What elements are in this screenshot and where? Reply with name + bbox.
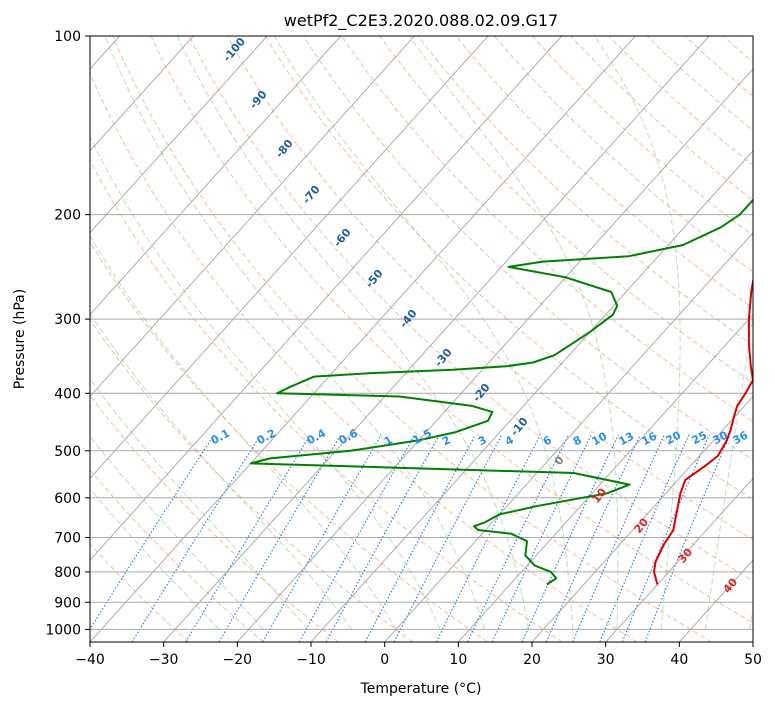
plot-frame (89, 35, 754, 643)
isotherm (90, 36, 489, 480)
isotherm (310, 150, 753, 642)
mixing-ratio-label: 13 (617, 430, 637, 449)
mixing-ratio-line (364, 434, 476, 642)
chart-title: wetPf2_C2E3.2020.088.02.09.G17 (284, 11, 558, 31)
dry-adiabat (303, 36, 753, 461)
x-tick-label: 30 (597, 652, 615, 668)
isotherm (90, 36, 415, 398)
x-tick-label: −40 (75, 652, 105, 668)
dry-adiabat (112, 36, 712, 642)
mixing-ratio-label: 25 (690, 429, 710, 448)
dry-adiabat (188, 36, 753, 582)
y-tick-label: 1000 (45, 622, 81, 638)
dry-adiabat (379, 36, 753, 384)
moist-adiabat (408, 36, 619, 630)
mixing-ratio-line (521, 434, 619, 642)
mixing-ratio-label: 30 (711, 428, 731, 447)
temperature-line (653, 275, 753, 585)
y-axis-label: Pressure (hPa) (12, 289, 28, 389)
mixing-ratio-line (621, 434, 710, 642)
isotherm (457, 313, 753, 642)
isotherm (605, 477, 753, 642)
isotherm (236, 68, 753, 642)
x-tick-label: 0 (380, 652, 389, 668)
dewpoint-line (249, 198, 753, 586)
moist-adiabat (104, 36, 485, 630)
dry-adiabat (264, 36, 753, 500)
isotherm (384, 232, 753, 642)
axes: −40 −30 −20 −10 0 10 20 30 40 50 100 200 300 400 500 60… (45, 29, 762, 668)
dry-adiabat (570, 36, 753, 201)
isotherm (90, 36, 194, 152)
y-tick-label: 500 (54, 444, 81, 460)
mixing-ratio-line (131, 434, 261, 642)
dry-adiabat (417, 36, 753, 346)
x-tick-label: 50 (744, 652, 762, 668)
dry-adiabat (90, 318, 414, 642)
y-tick-label: 100 (54, 29, 81, 45)
mixing-ratio-line (90, 434, 215, 630)
x-tick-label: −30 (149, 652, 179, 668)
y-tick-label: 600 (54, 491, 81, 507)
isotherm (90, 36, 563, 561)
profile-lines (249, 198, 753, 586)
mixing-ratio-line (262, 434, 382, 642)
dry-adiabat (226, 36, 753, 541)
moist-adiabat (594, 36, 681, 630)
moist-adiabat (90, 312, 353, 630)
isotherm (163, 36, 710, 642)
mixing-ratio-label: 10 (590, 429, 610, 448)
mixing-ratio-label: 36 (731, 428, 751, 447)
mixing-ratio-label: 16 (640, 429, 660, 448)
isotherm (531, 395, 753, 642)
background-lines (90, 36, 753, 642)
moist-adiabat (90, 135, 441, 630)
y-tick-label: 700 (54, 531, 81, 547)
isotherm (90, 36, 636, 642)
mixing-ratio-line (545, 434, 641, 642)
mixing-ratio-line (393, 434, 503, 642)
y-tick-label: 300 (54, 312, 81, 328)
mixing-ratio-line (185, 434, 311, 642)
mixing-ratio-line (599, 434, 690, 642)
y-tick-label: 800 (54, 565, 81, 581)
x-tick-label: 20 (523, 652, 541, 668)
y-tick-label: 900 (54, 595, 81, 611)
moist-adiabat (90, 488, 220, 630)
dry-adiabat (90, 394, 339, 642)
moist-adiabat (90, 435, 264, 630)
mixing-ratio-line (218, 434, 342, 642)
dry-adiabat (341, 36, 753, 422)
mixing-ratio-line (325, 434, 440, 642)
moist-adiabat (90, 378, 308, 630)
y-tick-label: 200 (54, 208, 81, 224)
x-tick-label: 10 (449, 652, 467, 668)
dry-adiabat (90, 240, 488, 642)
dry-adiabat (493, 36, 753, 273)
y-tick-label: 400 (54, 386, 81, 402)
x-tick-label: −20 (223, 652, 253, 668)
moist-adiabat (273, 36, 574, 630)
mixing-ratio-line (467, 434, 570, 642)
isotherm (90, 36, 268, 234)
x-axis-label: Temperature (°C) (360, 681, 482, 697)
x-tick-label: 40 (670, 652, 688, 668)
moist-adiabat (704, 312, 753, 630)
mixing-ratio-label: 20 (664, 428, 684, 447)
x-tick-label: −10 (296, 652, 326, 668)
dry-adiabat (150, 36, 753, 624)
moist-adiabat (90, 235, 397, 630)
mixing-ratio-line (491, 434, 592, 642)
isotherm (90, 36, 342, 316)
mixing-ratio-line (298, 434, 416, 642)
